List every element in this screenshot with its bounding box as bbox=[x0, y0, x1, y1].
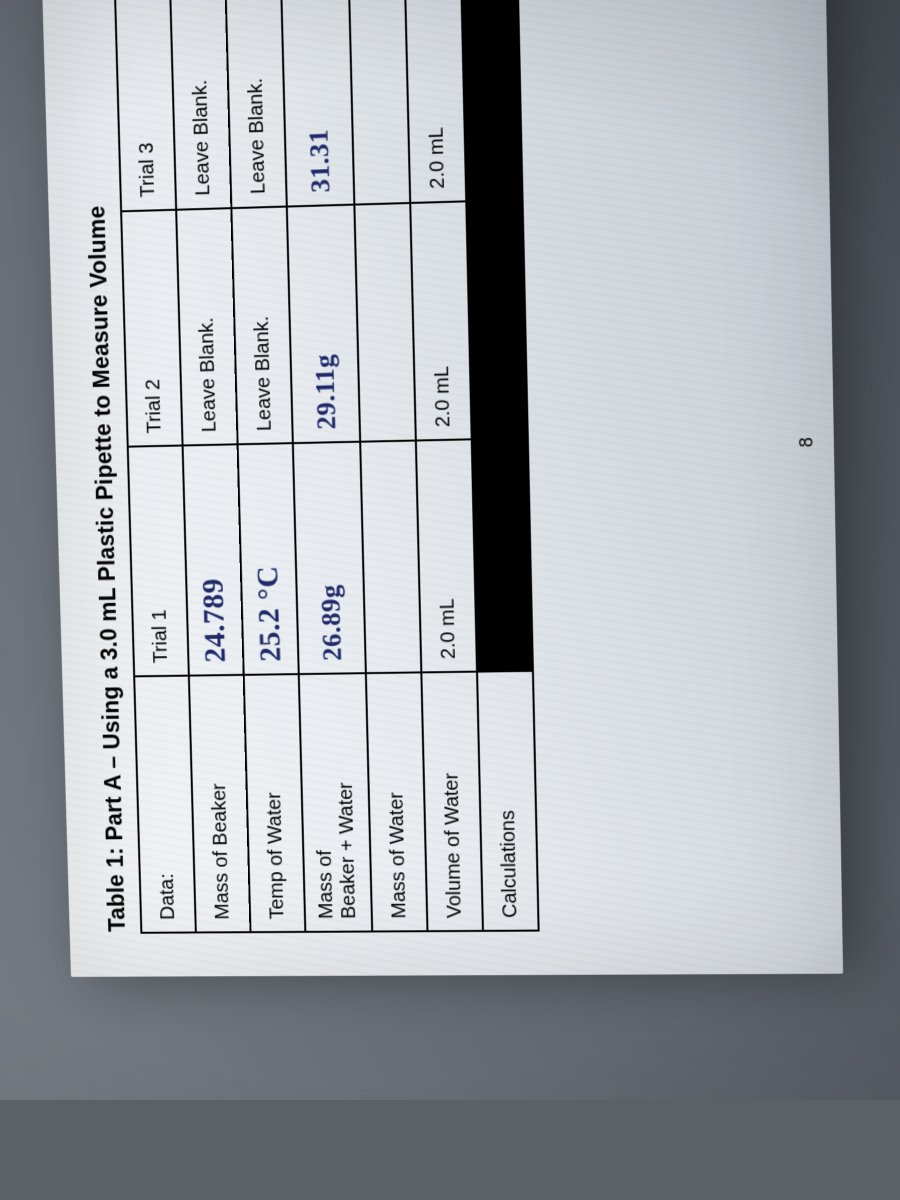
handwritten-value: 29.11g bbox=[309, 354, 342, 431]
row-label-mass-water: Mass of Water bbox=[366, 673, 428, 932]
cell: 2.0 mL bbox=[405, 0, 467, 203]
col-header-data: Data: bbox=[134, 676, 196, 933]
col-header-trial2: Trial 2 bbox=[121, 209, 182, 447]
cell: Leave Blank. bbox=[231, 206, 292, 444]
cell: 25.2 °C bbox=[238, 443, 299, 675]
row-label-mass-beaker: Mass of Beaker bbox=[189, 675, 251, 933]
cell bbox=[360, 441, 421, 673]
cell: 24.789 bbox=[183, 445, 244, 676]
cell: 26.89g bbox=[293, 442, 366, 674]
row-label-temp-water: Temp of Water bbox=[244, 674, 306, 932]
cell: 29.11g bbox=[287, 204, 360, 443]
data-table: Data: Trial 1 Trial 2 Trial 3 Mass of Be… bbox=[113, 0, 539, 934]
cell bbox=[348, 0, 410, 204]
cell: 2.0 mL bbox=[416, 440, 477, 673]
col-header-trial3: Trial 3 bbox=[114, 0, 176, 211]
row-label-volume-water: Volume of Water bbox=[421, 672, 483, 931]
cell: Leave Blank. bbox=[176, 208, 237, 446]
handwritten-value: 26.89g bbox=[314, 584, 347, 661]
handwritten-value: 24.789 bbox=[197, 578, 233, 663]
col-header-trial1: Trial 1 bbox=[128, 446, 189, 677]
cell: 2.0 mL bbox=[410, 201, 472, 441]
worksheet-page: Table 1: Part A – Using a 3.0 mL Plastic… bbox=[40, 0, 843, 977]
page-number: 8 bbox=[786, 0, 826, 974]
cell: 31.31 bbox=[281, 0, 355, 206]
photo-background: Table 1: Part A – Using a 3.0 mL Plastic… bbox=[0, 0, 900, 1100]
cell bbox=[354, 203, 416, 442]
cell: Leave Blank. bbox=[170, 0, 232, 209]
handwritten-value: 25.2 °C bbox=[251, 565, 288, 662]
cell: Leave Blank. bbox=[225, 0, 287, 208]
handwritten-value: 31.31 bbox=[303, 128, 336, 193]
row-label-calculations: Calculations bbox=[477, 671, 539, 931]
row-label-mass-beaker-water: Mass of Beaker + Water bbox=[299, 673, 372, 932]
